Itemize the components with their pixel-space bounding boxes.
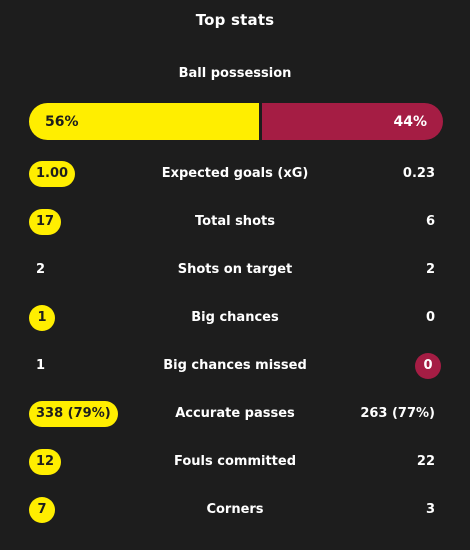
stat-row-big-chances: 1 Big chances 0 (0, 305, 470, 331)
stat-label: Fouls committed (174, 454, 296, 469)
stat-away-value: 0 (425, 310, 435, 325)
possession-label: Ball possession (178, 66, 292, 81)
stat-label: Accurate passes (175, 406, 295, 421)
stat-away-value: 3 (425, 502, 435, 517)
stat-label: Total shots (195, 214, 275, 229)
stat-label: Shots on target (177, 262, 293, 277)
stat-row-accurate-passes: 338 (79%) Accurate passes 263 (77%) (0, 401, 470, 427)
stat-home-value: 338 (79%) (29, 401, 118, 427)
stat-away-value: 22 (416, 454, 435, 469)
stat-home-value: 1 (36, 358, 46, 373)
stat-home-value: 1 (29, 305, 55, 331)
stat-row-fouls-committed: 12 Fouls committed 22 (0, 449, 470, 475)
stat-row-total-shots: 17 Total shots 6 (0, 209, 470, 235)
stat-row-big-chances-missed: 1 Big chances missed 0 (0, 353, 470, 379)
stat-home-value: 17 (29, 209, 62, 235)
stat-row-corners: 7 Corners 3 (0, 497, 470, 523)
stat-label: Big chances missed (163, 358, 307, 373)
stat-home-value: 7 (29, 497, 55, 523)
stat-home-value: 1.00 (29, 161, 76, 187)
possession-bar: 56% 44% (29, 103, 443, 140)
stat-away-value: 0 (415, 353, 441, 379)
stat-label: Corners (206, 502, 264, 517)
stat-away-value: 2 (425, 262, 435, 277)
possession-home: 56% (29, 103, 259, 140)
stat-away-value: 0.23 (402, 166, 435, 181)
possession-away: 44% (262, 103, 443, 140)
possession-divider (259, 103, 262, 140)
stat-row-shots-on-target: 2 Shots on target 2 (0, 257, 470, 283)
stat-away-value: 263 (77%) (360, 406, 435, 421)
stat-away-value: 6 (425, 214, 435, 229)
stat-home-value: 2 (36, 262, 46, 277)
stat-row-expected-goals: 1.00 Expected goals (xG) 0.23 (0, 161, 470, 187)
stat-home-value: 12 (29, 449, 62, 475)
stat-label: Big chances (191, 310, 279, 325)
stat-label: Expected goals (xG) (161, 166, 309, 181)
section-title: Top stats (195, 11, 275, 29)
